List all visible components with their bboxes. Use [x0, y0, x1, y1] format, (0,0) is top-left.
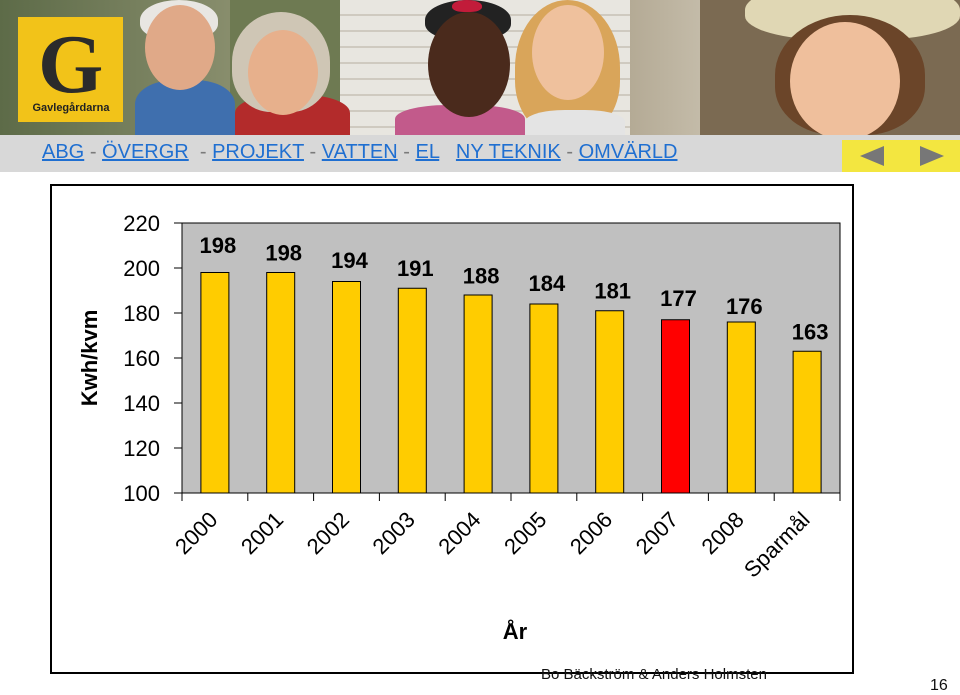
data-label: 176 — [726, 294, 763, 319]
data-label: 177 — [660, 286, 697, 311]
logo-name: Gavlegårdarna — [32, 102, 110, 114]
y-axis: 100 120 140 160 180 200 220 — [123, 211, 182, 506]
bar — [397, 287, 427, 494]
y-tick-label: 100 — [123, 481, 160, 506]
nav-link-el[interactable]: EL — [415, 141, 440, 163]
bar — [266, 272, 296, 494]
logo-letter: G — [38, 18, 104, 111]
page-number: 16 — [930, 677, 948, 694]
gavlegardarna-logo: G Gavlegårdarna — [18, 17, 123, 122]
header-banner-photo: G Gavlegårdarna — [0, 0, 960, 135]
arrow-right-icon[interactable] — [920, 146, 944, 166]
x-tick-label: 2004 — [433, 507, 485, 559]
nav-link-vatten[interactable]: VATTEN — [321, 141, 398, 163]
nav-link-ny-teknik[interactable]: NY TEKNIK — [455, 141, 561, 163]
y-tick-label: 180 — [123, 301, 160, 326]
x-tick-label: 2007 — [631, 507, 683, 559]
y-tick-label: 200 — [123, 256, 160, 281]
x-tick-label: 2006 — [565, 507, 617, 559]
y-tick-label: 220 — [123, 211, 160, 236]
navigation-bar: ABG - ÖVERGR - PROJEKT - VATTEN - EL NY … — [0, 135, 960, 172]
bar — [726, 321, 756, 494]
nav-separator: - — [566, 141, 574, 163]
arrow-left-icon[interactable] — [860, 146, 884, 166]
x-tick-label: 2000 — [170, 507, 222, 559]
nav-separator: - — [89, 141, 97, 163]
data-label: 198 — [200, 233, 237, 258]
bar — [332, 281, 361, 494]
bar — [661, 319, 690, 494]
nav-link-overgr[interactable]: ÖVERGR — [102, 141, 189, 163]
nav-separator: - — [309, 141, 317, 163]
nav-separator: - — [199, 141, 207, 163]
slide-navigation — [842, 140, 960, 172]
data-label: 194 — [331, 248, 368, 273]
nav-link-omvarld[interactable]: OMVÄRLD — [578, 141, 678, 163]
footer-authors: Bo Bäckström & Anders Holmsten — [541, 666, 767, 683]
x-tick-label: 2002 — [302, 507, 354, 559]
x-tick-label: 2001 — [236, 507, 288, 559]
bar — [529, 303, 559, 494]
nav-separator: - — [403, 141, 410, 163]
data-label: 163 — [792, 319, 829, 344]
y-tick-label: 160 — [123, 346, 160, 371]
data-label: 184 — [529, 271, 566, 296]
bar — [792, 350, 822, 494]
bar-series: 198 198 194 191 188 184 181 177 176 163 — [200, 233, 829, 494]
bar — [200, 272, 230, 494]
y-tick-label: 120 — [123, 436, 160, 461]
x-tick-label: 2008 — [697, 507, 749, 559]
x-axis: 2000 2001 2002 2003 2004 2005 2006 2007 2008Spar… — [170, 493, 841, 583]
nav-link-abg[interactable]: ABG — [42, 141, 85, 163]
data-label: 181 — [594, 279, 631, 304]
y-axis-label: Kwh/kvm — [77, 310, 102, 407]
bar — [595, 310, 625, 494]
nav-link-projekt[interactable]: PROJEKT — [212, 141, 304, 163]
x-tick-label: 2005 — [499, 507, 551, 559]
energy-chart: Kwh/kvm År 100 120 140 160 180 200 220 198 198 1… — [50, 184, 854, 674]
nav-links: ABG - ÖVERGR - PROJEKT - VATTEN - EL NY … — [42, 141, 677, 164]
bar — [463, 294, 493, 494]
y-tick-label: 140 — [123, 391, 160, 416]
data-label: 188 — [463, 263, 500, 288]
data-label: 191 — [397, 256, 434, 281]
x-axis-label: År — [503, 618, 528, 644]
x-tick-label: 2003 — [368, 507, 420, 559]
x-tick-label: Sparmål — [739, 507, 815, 583]
data-label: 198 — [265, 241, 302, 266]
